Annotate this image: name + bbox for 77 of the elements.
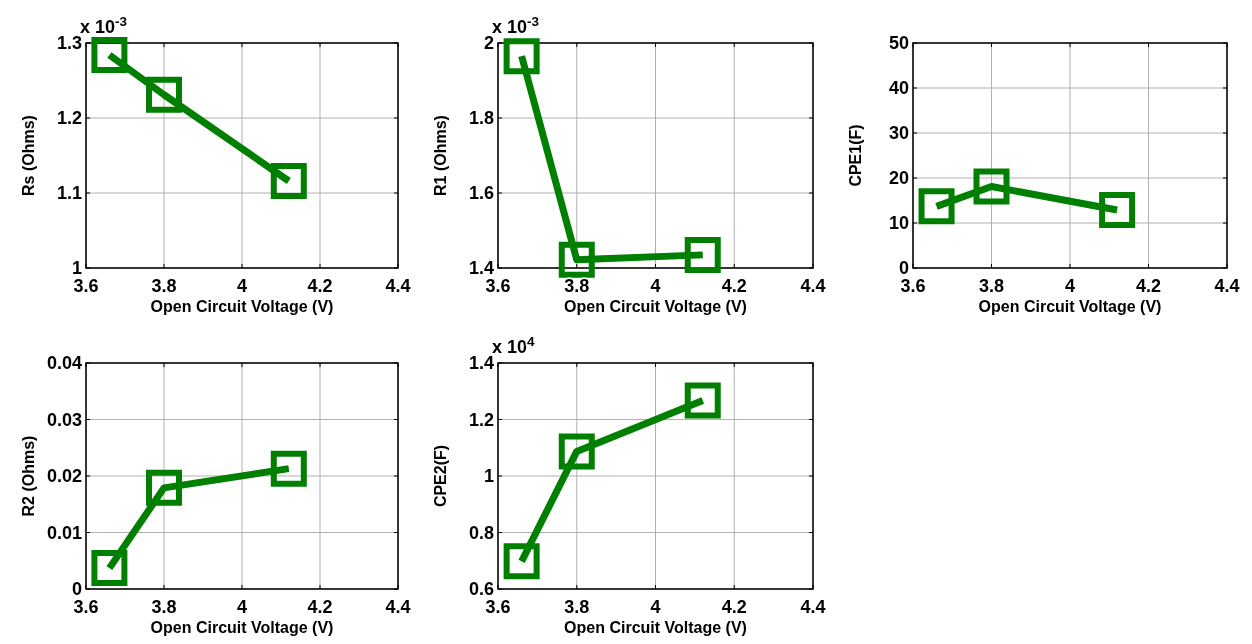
y-axis-title: CPE2(F)	[432, 444, 449, 508]
y-axis-title: CPE1(F)	[847, 124, 864, 187]
point	[558, 241, 595, 278]
y-tick-label: 1.4	[468, 258, 494, 278]
y-tick-label: 1.6	[468, 183, 494, 203]
y-tick-label: 0.04	[46, 353, 82, 373]
y-tick-label: 1.3	[56, 33, 82, 53]
y-axis-title: R1 (Ohms)	[432, 115, 449, 196]
x-tick-label: 4.2	[721, 597, 747, 617]
x-tick-label: 4.2	[307, 597, 333, 617]
text: x 10$^{4}$	[492, 333, 536, 357]
x-tick-label: 3.8	[978, 276, 1005, 296]
text: x 10$^{-3}$	[492, 13, 540, 37]
point	[91, 550, 128, 587]
x-tick-label: 3.6	[73, 276, 99, 296]
x-tick-label: 3.6	[900, 276, 926, 296]
point	[503, 38, 540, 75]
y-tick-label: 30	[888, 123, 909, 143]
y-tick-label: 0.01	[46, 522, 82, 543]
x-tick-label: 3.6	[73, 597, 99, 617]
x-axis-title: Open Circuit Voltage (V)	[150, 298, 334, 315]
point	[684, 382, 721, 419]
x-tick-label: 4.4	[800, 276, 826, 296]
x-tick-label: 4.4	[1214, 276, 1240, 296]
x-tick-label: 3.6	[485, 597, 511, 617]
point	[684, 236, 721, 273]
x-tick-label: 4.4	[800, 597, 826, 617]
point	[91, 37, 128, 73]
y-tick-label: 1	[483, 466, 494, 486]
y-tick-label: 40	[888, 78, 909, 98]
x-axis-title: Open Circuit Voltage (V)	[978, 298, 1162, 315]
y-tick-label: 1.4	[468, 353, 494, 373]
y-tick-label: 2	[483, 33, 494, 53]
y-tick-label: 1.2	[468, 409, 494, 430]
point	[146, 76, 182, 113]
y-tick-label: 0.03	[46, 409, 82, 430]
x-tick-label: 4	[1064, 276, 1076, 296]
point	[1099, 191, 1136, 228]
y-tick-label: 1	[71, 258, 82, 278]
x-tick-label: 4	[236, 276, 248, 296]
x-tick-label: 4	[236, 597, 248, 617]
x-tick-label: 3.8	[564, 597, 590, 617]
x-tick-label: 4.2	[1135, 276, 1162, 296]
y-tick-label: 0	[898, 258, 909, 278]
x-axis-title: Open Circuit Voltage (V)	[564, 298, 747, 315]
y-tick-label: 0.8	[468, 522, 494, 543]
point	[270, 450, 307, 487]
x-tick-label: 3.8	[151, 597, 177, 617]
y-tick-label: 0.6	[468, 579, 494, 599]
y-tick-label: 0	[71, 579, 82, 599]
y-axis-title: Rs (Ohms)	[20, 115, 37, 196]
point	[503, 543, 540, 580]
point	[558, 433, 595, 470]
y-tick-label: 1.8	[468, 108, 494, 128]
point	[270, 163, 307, 199]
x-tick-label: 3.6	[485, 276, 511, 296]
y-tick-label: 1.2	[56, 108, 82, 128]
x-tick-label: 3.8	[564, 276, 590, 296]
x-tick-label: 4.4	[385, 276, 411, 296]
point	[918, 188, 955, 225]
y-tick-label: 0.02	[46, 466, 82, 486]
x-tick-label: 4.4	[385, 597, 411, 617]
x-axis-title: Open Circuit Voltage (V)	[564, 619, 747, 636]
x-tick-label: 3.8	[151, 276, 177, 296]
y-tick-label: 50	[888, 33, 909, 53]
x-tick-label: 4	[650, 276, 661, 296]
y-tick-label: 20	[888, 168, 909, 188]
y-tick-label: 10	[888, 213, 909, 233]
y-tick-label: 1.1	[56, 183, 82, 203]
x-axis-title: Open Circuit Voltage (V)	[150, 619, 334, 636]
point	[973, 168, 1010, 205]
text: x 10$^{-3}$	[80, 13, 128, 37]
x-tick-label: 4.2	[307, 276, 333, 296]
y-axis-title: R2 (Ohms)	[20, 435, 37, 517]
x-tick-label: 4	[650, 597, 661, 617]
point	[146, 469, 182, 506]
x-tick-label: 4.2	[721, 276, 747, 296]
